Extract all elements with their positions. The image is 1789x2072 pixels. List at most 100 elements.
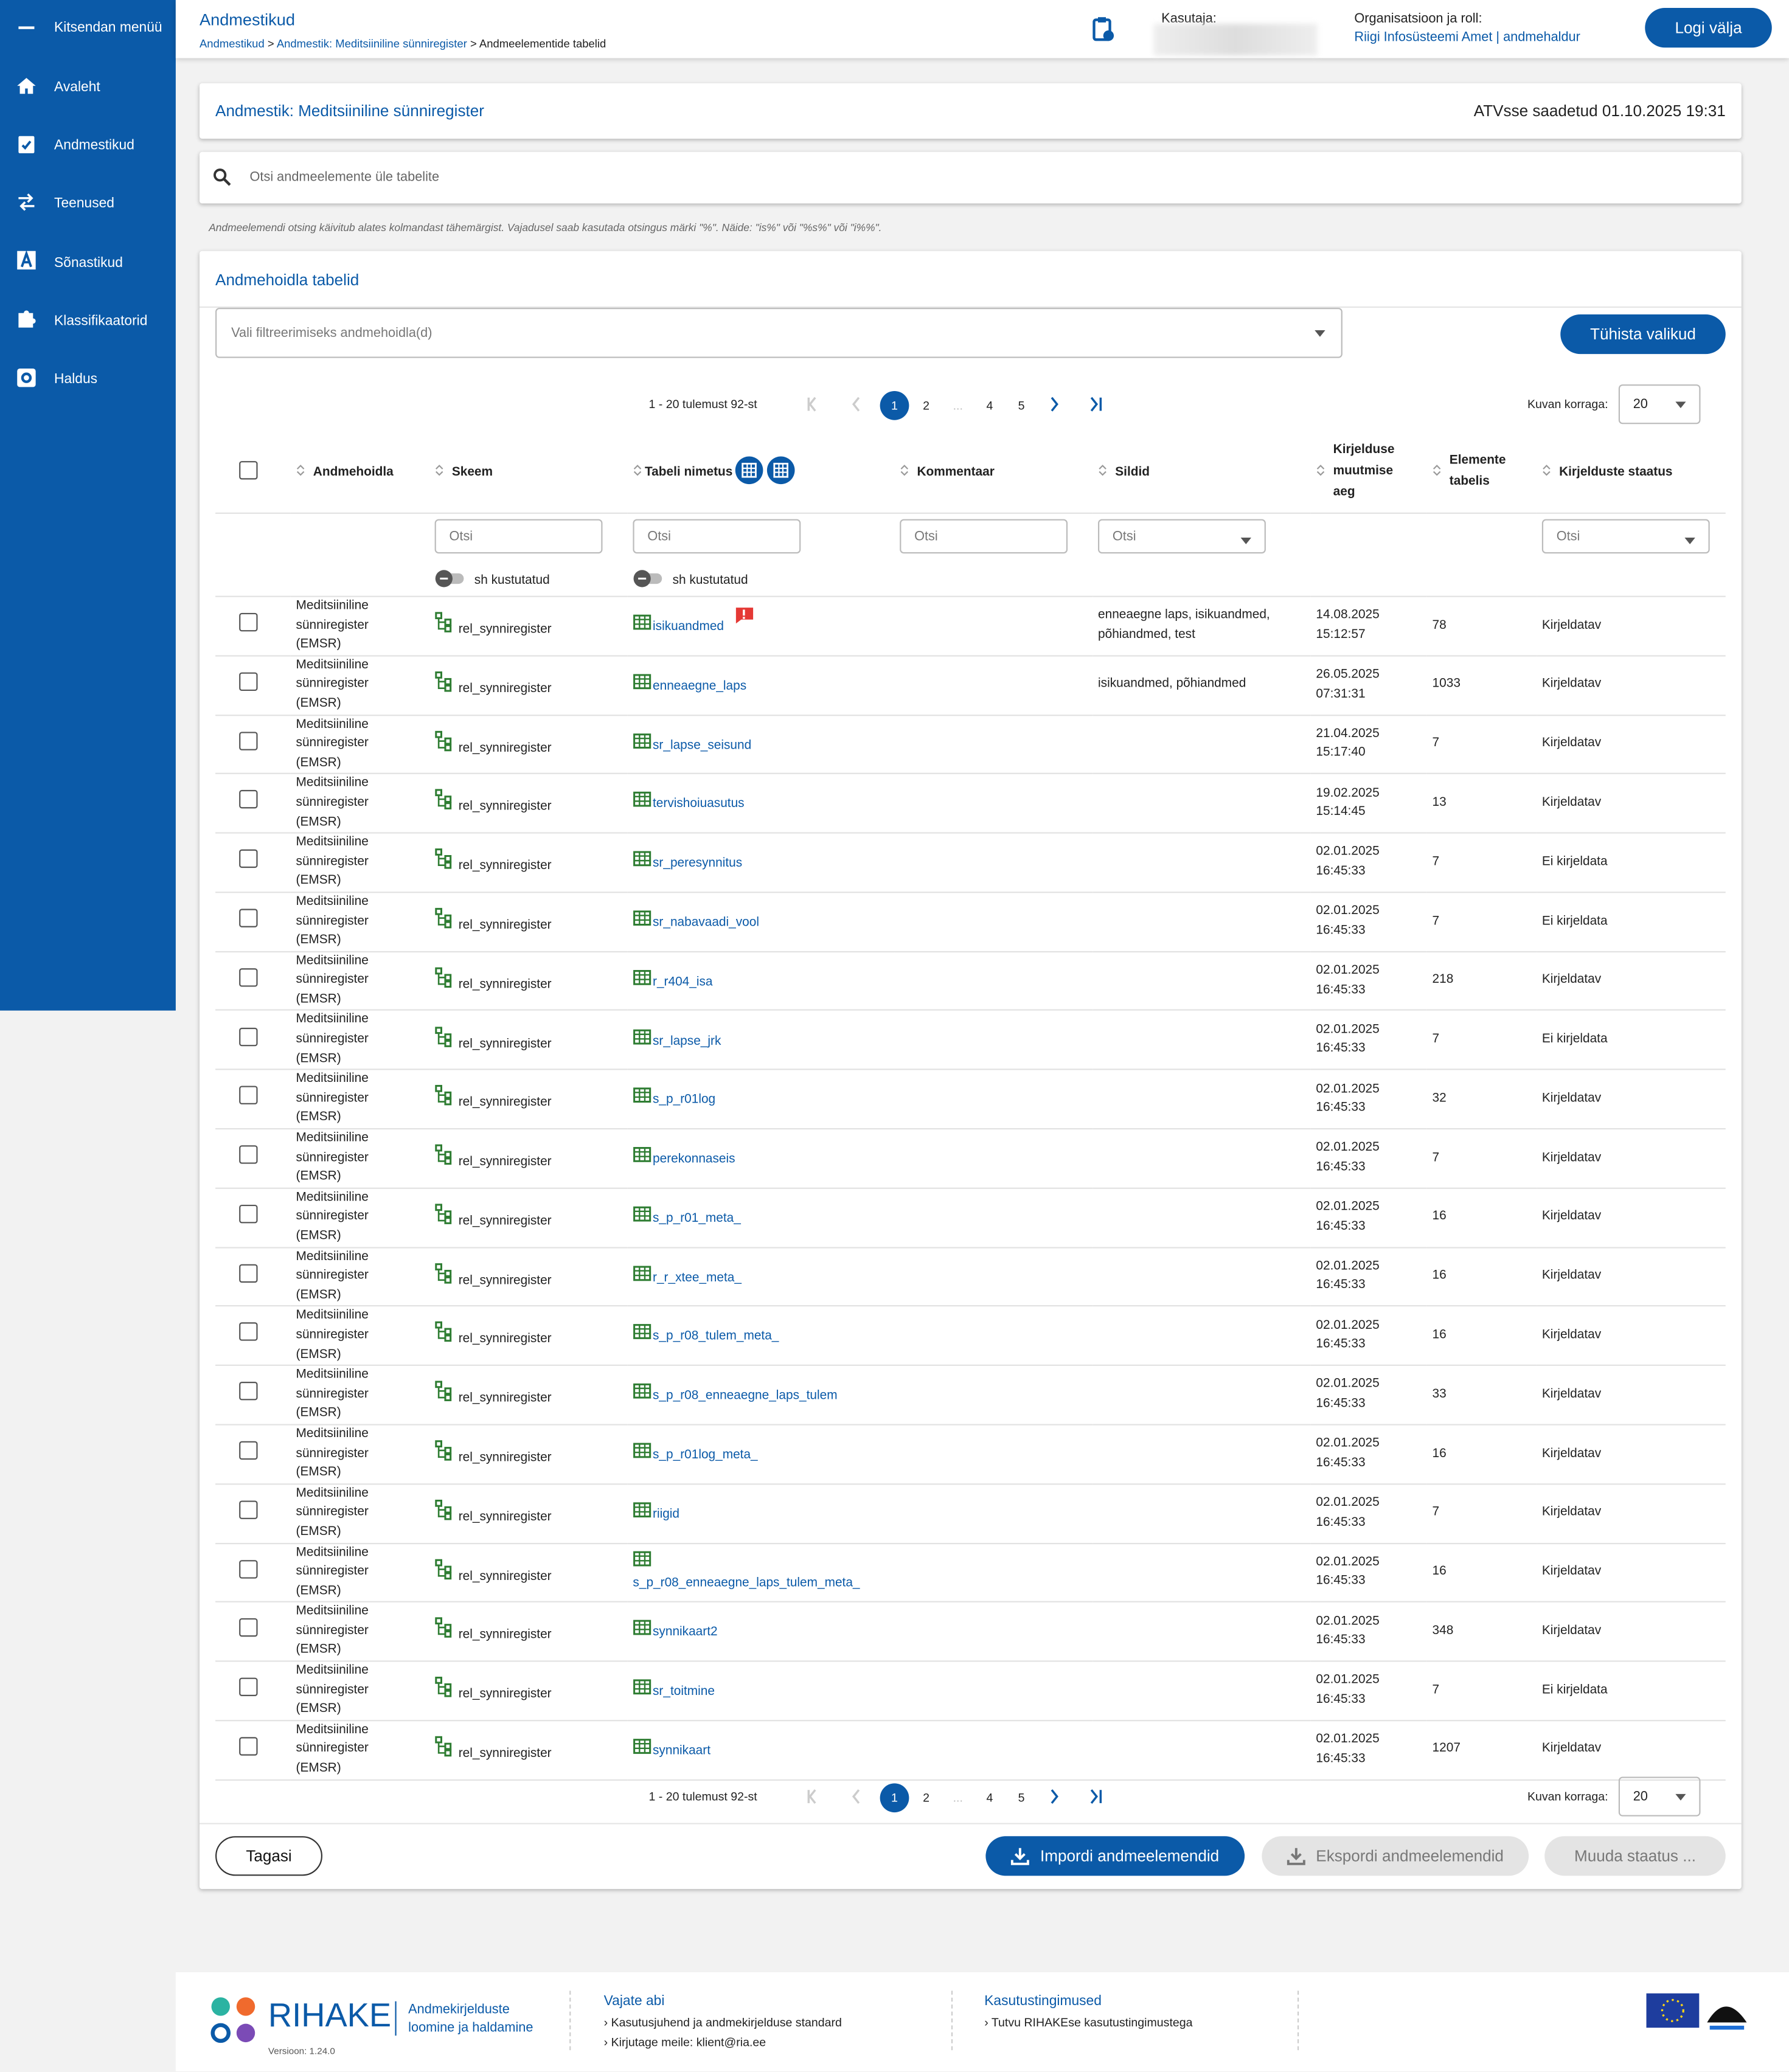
clear-button[interactable]: Tühista valikud <box>1560 314 1726 354</box>
row-checkbox[interactable] <box>239 732 257 750</box>
page-arrow[interactable] <box>804 1786 825 1810</box>
clipboard-icon[interactable] <box>1091 16 1115 42</box>
table-name[interactable]: isikuandmed <box>653 618 724 638</box>
sort-icon[interactable] <box>1542 463 1551 480</box>
nav-item[interactable]: Haldus <box>16 366 97 392</box>
table-name[interactable]: r_r_xtee_meta_ <box>653 1269 742 1289</box>
row-checkbox[interactable] <box>239 672 257 690</box>
row-checkbox[interactable] <box>239 791 257 809</box>
sort-icon[interactable] <box>900 463 909 480</box>
back-button[interactable]: Tagasi <box>215 1836 322 1876</box>
page-arrow[interactable] <box>1086 1786 1107 1810</box>
table-name[interactable]: s_p_r08_enneaegne_laps_tulem_meta_ <box>633 1575 860 1595</box>
table-name[interactable]: enneaegne_laps <box>653 677 746 697</box>
table-name[interactable]: synnikaart <box>653 1742 710 1762</box>
page-button[interactable]: 2 <box>912 391 941 420</box>
breadcrumb[interactable]: Andmestik: Meditsiiniline sünniregister <box>277 37 467 50</box>
per-page-select[interactable]: 20 <box>1619 1776 1701 1816</box>
status-button[interactable]: Muuda staatus ... <box>1544 1836 1726 1876</box>
sort-icon[interactable] <box>1098 463 1107 480</box>
page-button[interactable]: 5 <box>1007 1783 1036 1812</box>
row-checkbox[interactable] <box>239 909 257 927</box>
nav-item[interactable]: Avaleht <box>16 74 100 100</box>
table-name[interactable]: s_p_r01log <box>653 1092 715 1111</box>
nav-item[interactable]: Klassifikaatorid <box>16 308 147 334</box>
page-button[interactable]: ... <box>943 1783 973 1812</box>
row-checkbox[interactable] <box>239 968 257 986</box>
page-button[interactable]: 1 <box>880 391 909 420</box>
footer-link[interactable]: Kirjutage meile: klient@ria.ee <box>611 2036 766 2049</box>
page-button[interactable]: 4 <box>975 1783 1004 1812</box>
row-checkbox[interactable] <box>239 1559 257 1578</box>
table-name[interactable]: s_p_r01_meta_ <box>653 1210 741 1229</box>
row-checkbox[interactable] <box>239 1678 257 1696</box>
search-box[interactable]: Otsi andmeelemente üle tabelite <box>200 152 1742 204</box>
per-page-select[interactable]: 20 <box>1619 384 1701 424</box>
page-button[interactable]: 1 <box>880 1783 909 1812</box>
row-checkbox[interactable] <box>239 1145 257 1163</box>
sort-icon[interactable] <box>1316 463 1325 480</box>
table-name[interactable]: synnikaart2 <box>653 1624 718 1643</box>
store-filter[interactable]: Vali filtreerimiseks andmehoidla(d) <box>215 308 1343 358</box>
footer-link[interactable]: Tutvu RIHAKEse kasutustingimustega <box>992 2016 1193 2029</box>
table-name[interactable]: sr_toitmine <box>653 1683 715 1703</box>
sort-icon[interactable] <box>435 463 444 480</box>
page-button[interactable]: 5 <box>1007 391 1036 420</box>
table-name[interactable]: s_p_r01log_meta_ <box>653 1447 758 1466</box>
column-filter[interactable]: Otsi <box>900 519 1068 553</box>
table-name[interactable]: s_p_r08_enneaegne_laps_tulem <box>653 1387 838 1407</box>
sort-icon[interactable] <box>1433 463 1442 480</box>
table-name[interactable]: sr_lapse_seisund <box>653 736 751 756</box>
export-button[interactable]: Ekspordi andmeelemendid <box>1262 1836 1529 1876</box>
page-arrow[interactable] <box>1086 393 1107 417</box>
row-checkbox[interactable] <box>239 1323 257 1341</box>
page-button[interactable]: 4 <box>975 391 1004 420</box>
row-checkbox[interactable] <box>239 613 257 631</box>
table-row: Meditsiiniline sünniregister (EMSR)rel_s… <box>215 1720 1726 1779</box>
column-filter[interactable]: Otsi <box>633 519 801 553</box>
row-checkbox[interactable] <box>239 1086 257 1104</box>
nav-item[interactable]: Andmestikud <box>16 133 134 159</box>
menu-toggle[interactable]: Kitsendan menüü <box>16 15 162 41</box>
select-all-checkbox[interactable] <box>239 460 257 479</box>
row-checkbox[interactable] <box>239 1382 257 1401</box>
table-name[interactable]: sr_lapse_jrk <box>653 1033 721 1052</box>
row-checkbox[interactable] <box>239 1619 257 1637</box>
view-toggle-icon[interactable] <box>735 455 765 488</box>
column-filter[interactable]: Otsi <box>435 519 603 553</box>
page-arrow[interactable] <box>1044 1786 1065 1810</box>
logout-button[interactable]: Logi välja <box>1645 8 1772 47</box>
view-toggle-icon[interactable] <box>767 455 796 488</box>
footer-link[interactable]: Kasutusjuhend ja andmekirjelduse standar… <box>611 2016 842 2029</box>
column-filter[interactable]: Otsi <box>1098 519 1266 553</box>
page-arrow[interactable] <box>846 393 867 417</box>
page-arrow[interactable] <box>804 393 825 417</box>
sort-icon[interactable] <box>296 463 305 480</box>
nav-item[interactable]: Teenused <box>16 191 114 217</box>
deleted-toggle[interactable]: sh kustutatud <box>633 569 889 592</box>
table-name[interactable]: r_r404_isa <box>653 973 712 993</box>
table-name[interactable]: riigid <box>653 1506 679 1525</box>
page-arrow[interactable] <box>1044 393 1065 417</box>
row-checkbox[interactable] <box>239 1205 257 1223</box>
sort-icon[interactable] <box>633 463 642 480</box>
breadcrumb[interactable]: Andmestikud <box>200 37 265 50</box>
row-checkbox[interactable] <box>239 850 257 868</box>
table-name[interactable]: tervishoiuasutus <box>653 796 745 816</box>
table-name[interactable]: perekonnaseis <box>653 1151 735 1170</box>
row-checkbox[interactable] <box>239 1441 257 1460</box>
row-checkbox[interactable] <box>239 1264 257 1282</box>
page-button[interactable]: 2 <box>912 1783 941 1812</box>
table-name[interactable]: sr_nabavaadi_vool <box>653 914 759 934</box>
deleted-toggle[interactable]: sh kustutatud <box>435 569 622 592</box>
row-checkbox[interactable] <box>239 1500 257 1519</box>
page-button[interactable]: ... <box>943 391 973 420</box>
row-checkbox[interactable] <box>239 1737 257 1755</box>
import-button[interactable]: Impordi andmeelemendid <box>985 1836 1245 1876</box>
row-checkbox[interactable] <box>239 1027 257 1045</box>
table-name[interactable]: sr_peresynnitus <box>653 855 742 875</box>
nav-item[interactable]: Sõnastikud <box>16 249 123 275</box>
column-filter[interactable]: Otsi <box>1542 519 1710 553</box>
page-arrow[interactable] <box>846 1786 867 1810</box>
table-name[interactable]: s_p_r08_tulem_meta_ <box>653 1328 779 1348</box>
